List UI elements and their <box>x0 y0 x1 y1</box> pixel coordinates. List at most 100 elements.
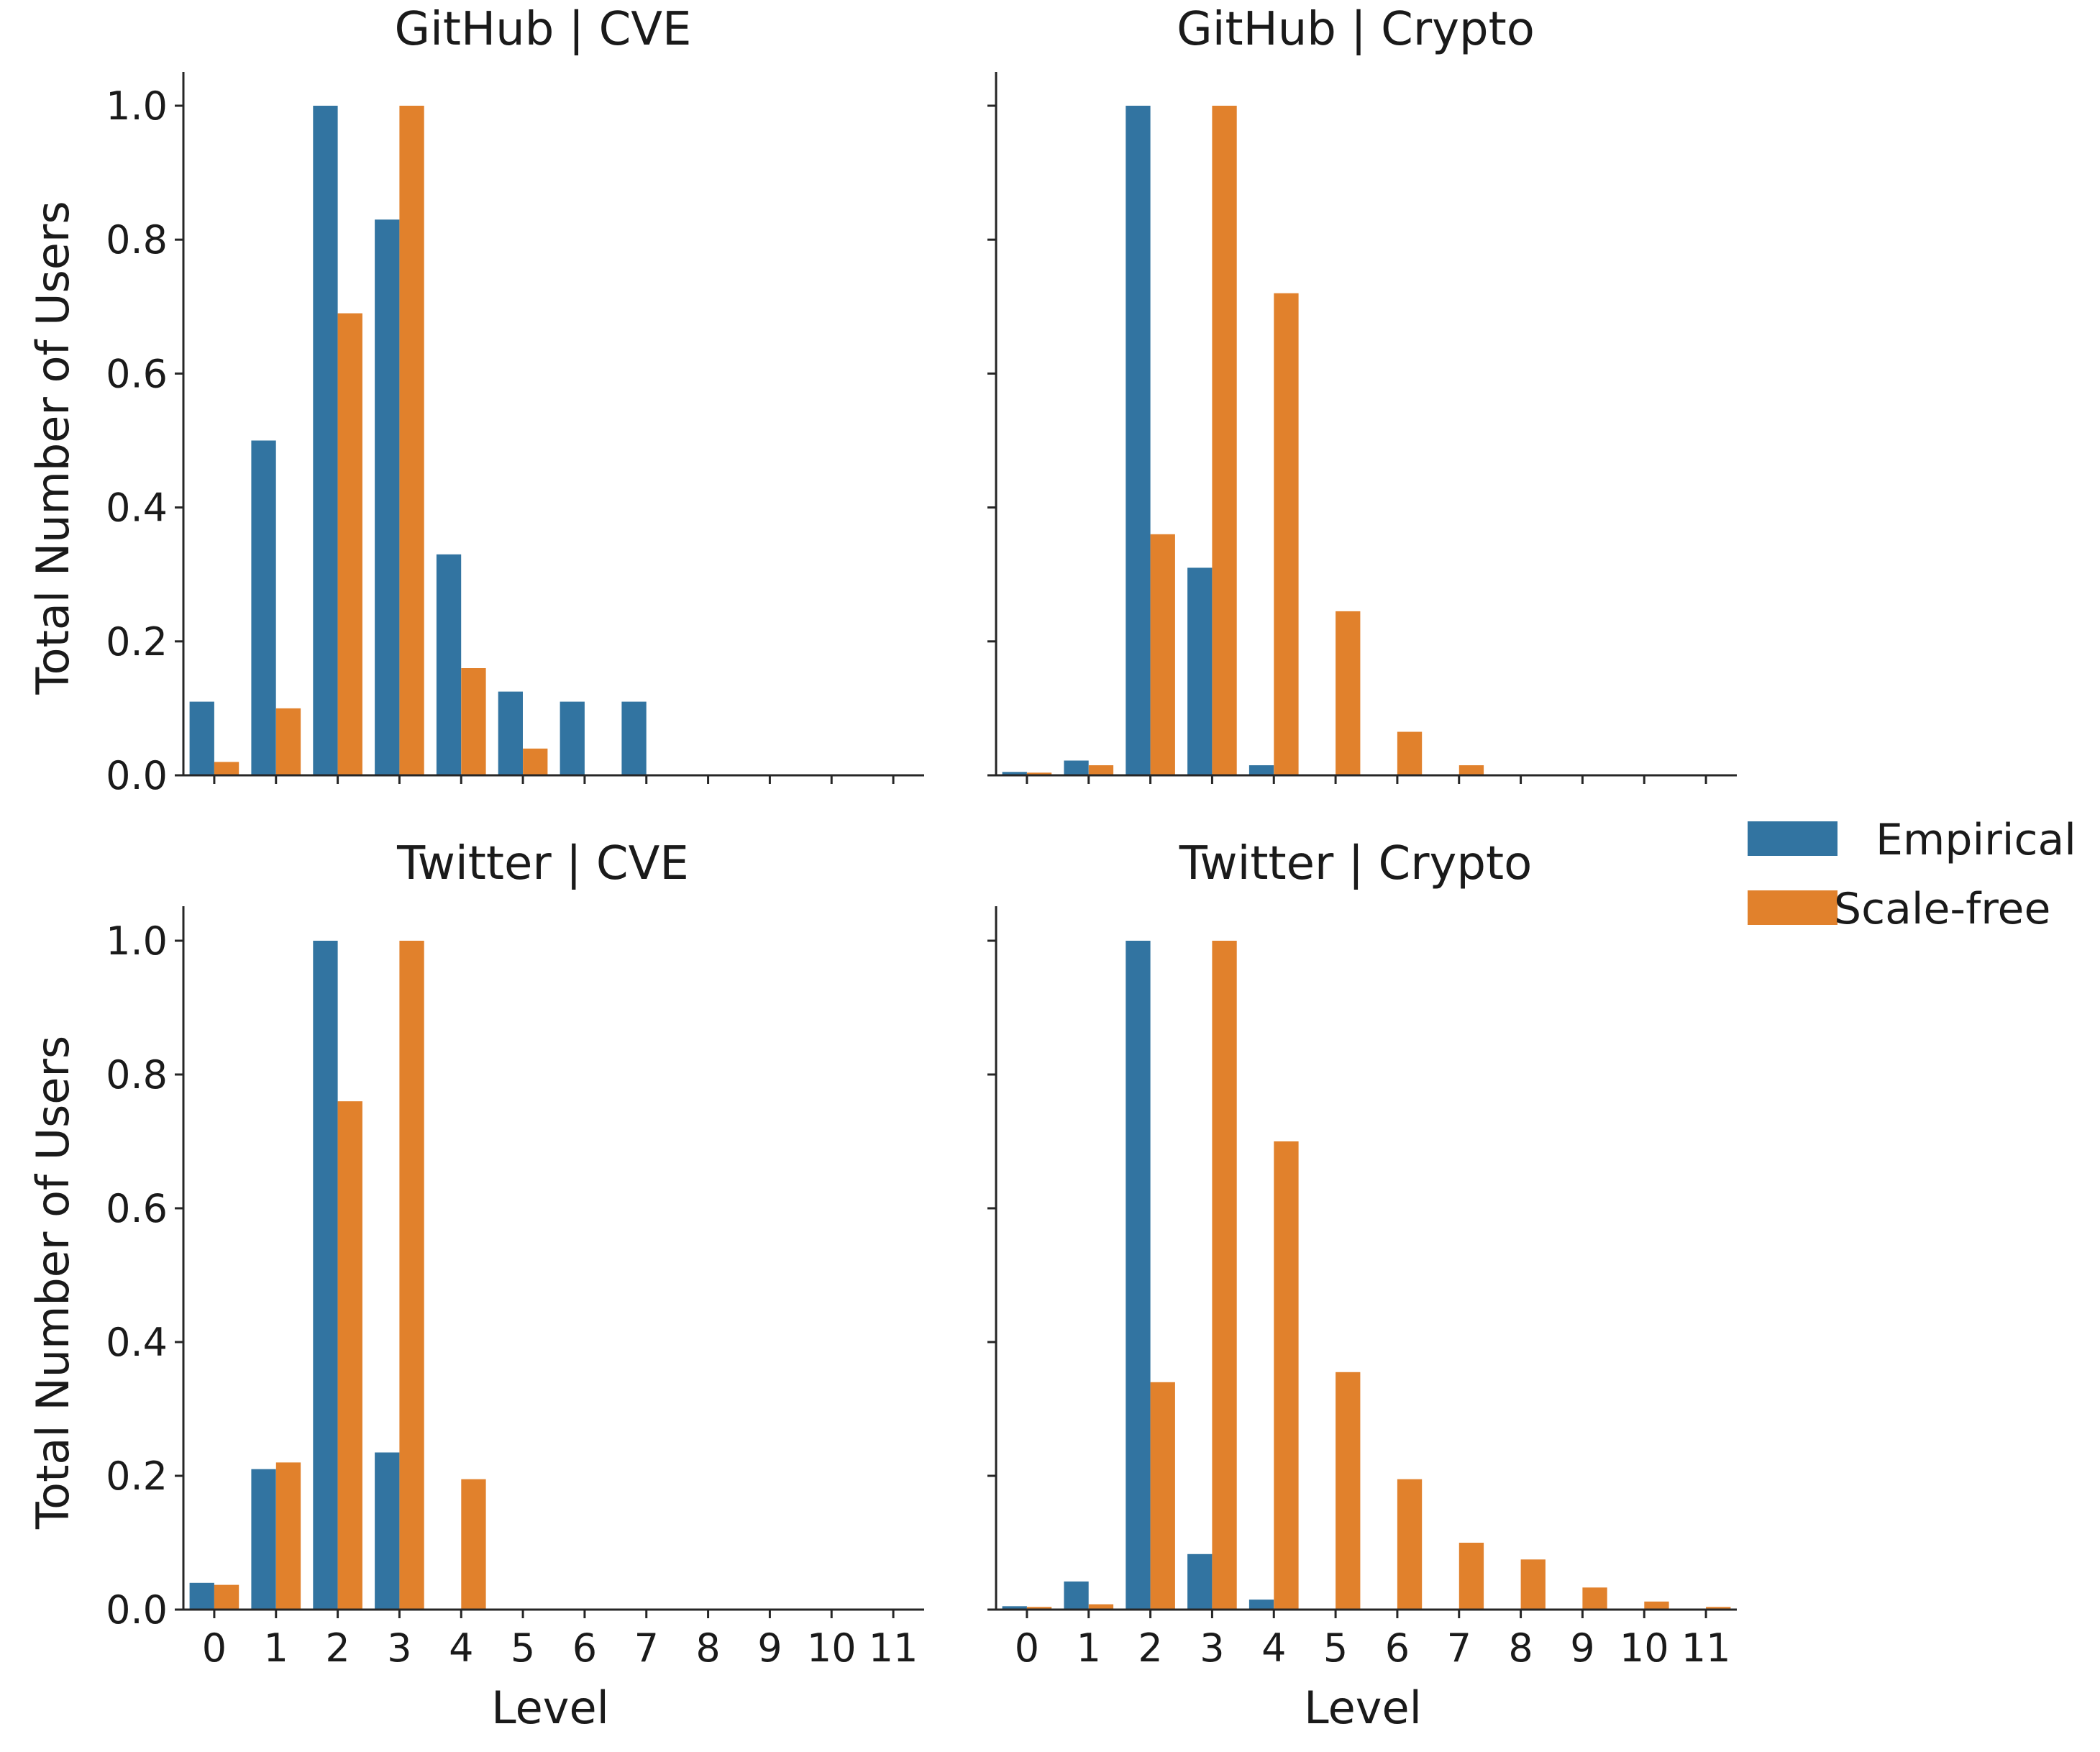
bar-empirical-level-0 <box>1002 772 1027 775</box>
bar-scale-free-level-0 <box>1026 1607 1052 1610</box>
legend-label-empirical: Empirical <box>1876 815 2076 865</box>
bar-empirical-level-3 <box>375 1452 400 1610</box>
legend-swatch-scale-free <box>1748 890 1838 925</box>
x-axis-label: Level <box>1304 1682 1422 1734</box>
panel-3: 0.0 0.2 0.4 0.6 0.8 1.0 0 1 2 3 4 5 6 7 8 9 10 11 Twitter … <box>27 837 924 1734</box>
bar-empirical-level-6 <box>560 701 585 775</box>
bar-scale-free-level-4 <box>461 1479 486 1610</box>
legend: Empirical Scale-free <box>1748 815 2076 934</box>
y-tick-label: 0.4 <box>106 1320 168 1365</box>
bar-scale-free-level-0 <box>214 762 239 775</box>
bar-empirical-level-0 <box>1002 1606 1027 1610</box>
x-tick-label: 1 <box>1077 1625 1101 1671</box>
x-tick-label: 3 <box>387 1625 411 1671</box>
y-tick-label: 0.4 <box>106 485 168 531</box>
bar-empirical-level-1 <box>1064 1581 1089 1610</box>
x-tick-label: 5 <box>511 1625 535 1671</box>
x-tick-label: 6 <box>1385 1625 1410 1671</box>
bar-empirical-level-4 <box>1248 1600 1274 1610</box>
x-tick-label: 2 <box>325 1625 350 1671</box>
bar-empirical-level-4 <box>436 554 462 775</box>
y-tick-label: 0.6 <box>106 351 168 396</box>
bar-scale-free-level-11 <box>1706 1607 1731 1610</box>
bar-scale-free-level-2 <box>1150 1382 1175 1610</box>
bar-empirical-level-2 <box>313 941 338 1610</box>
bar-empirical-level-0 <box>189 1582 214 1610</box>
bar-empirical-level-4 <box>1248 765 1274 775</box>
bar-scale-free-level-2 <box>337 1101 362 1610</box>
bar-scale-free-level-2 <box>337 313 362 776</box>
x-tick-label: 7 <box>634 1625 659 1671</box>
x-axis-label: Level <box>491 1682 609 1734</box>
bar-scale-free-level-6 <box>1397 1479 1423 1610</box>
panel-title: Twitter | CVE <box>396 837 689 890</box>
bar-scale-free-level-3 <box>399 106 424 775</box>
x-tick-label: 6 <box>572 1625 597 1671</box>
bar-scale-free-level-8 <box>1520 1559 1546 1610</box>
y-tick-label: 0.8 <box>106 217 168 263</box>
x-tick-label: 10 <box>807 1625 857 1671</box>
panel-4: 0 1 2 3 4 5 6 7 8 9 10 11 Twitter | Crypto Level <box>987 837 1737 1734</box>
panel-title: GitHub | CVE <box>395 3 692 56</box>
bar-empirical-level-1 <box>251 1469 276 1610</box>
x-tick-label: 0 <box>202 1625 227 1671</box>
bar-scale-free-level-3 <box>399 941 424 1610</box>
bar-empirical-level-0 <box>189 701 214 775</box>
bar-scale-free-level-6 <box>1397 731 1423 775</box>
bar-scale-free-level-7 <box>1458 1543 1484 1610</box>
y-tick-label: 0.2 <box>106 1454 168 1499</box>
bar-empirical-level-1 <box>251 440 276 775</box>
bar-scale-free-level-0 <box>214 1584 239 1610</box>
x-tick-label: 7 <box>1447 1625 1471 1671</box>
bar-scale-free-level-3 <box>1212 106 1237 775</box>
y-tick-label: 0.0 <box>106 753 168 798</box>
x-tick-label: 2 <box>1138 1625 1162 1671</box>
panel-1: 0.0 0.2 0.4 0.6 0.8 1.0 GitHub | CVE Total Numb… <box>27 3 924 798</box>
bar-scale-free-level-4 <box>461 668 486 775</box>
bar-scale-free-level-7 <box>1458 765 1484 775</box>
x-tick-label: 4 <box>449 1625 473 1671</box>
y-tick-label: 1.0 <box>106 83 168 129</box>
x-tick-label: 8 <box>695 1625 720 1671</box>
bar-scale-free-level-4 <box>1274 1141 1299 1610</box>
panel-2: GitHub | Crypto <box>987 3 1737 784</box>
x-tick-label: 9 <box>757 1625 782 1671</box>
bar-empirical-level-5 <box>498 691 523 775</box>
bar-scale-free-level-3 <box>1212 941 1237 1610</box>
y-tick-label: 0.8 <box>106 1052 168 1098</box>
y-tick-label: 0.6 <box>106 1186 168 1231</box>
y-axis-label: Total Number of Users <box>27 1036 79 1530</box>
bar-scale-free-level-2 <box>1150 534 1175 775</box>
panel-title: GitHub | Crypto <box>1177 3 1535 56</box>
x-tick-label: 8 <box>1508 1625 1533 1671</box>
x-tick-label: 11 <box>869 1625 918 1671</box>
bar-empirical-level-3 <box>375 219 400 775</box>
x-tick-label: 0 <box>1015 1625 1039 1671</box>
bar-empirical-level-2 <box>1126 941 1151 1610</box>
bar-scale-free-level-1 <box>275 1462 301 1610</box>
legend-swatch-empirical <box>1748 821 1838 856</box>
bar-scale-free-level-4 <box>1274 293 1299 775</box>
bar-scale-free-level-1 <box>1088 765 1114 775</box>
x-tick-label: 3 <box>1200 1625 1224 1671</box>
y-axis-label: Total Number of Users <box>27 201 79 695</box>
legend-label-scale-free: Scale-free <box>1834 884 2050 934</box>
bar-scale-free-level-1 <box>1088 1604 1114 1610</box>
x-tick-label: 5 <box>1323 1625 1348 1671</box>
bar-empirical-level-7 <box>621 701 647 775</box>
bar-empirical-level-2 <box>1126 106 1151 775</box>
bar-scale-free-level-0 <box>1026 772 1052 775</box>
x-tick-label: 9 <box>1570 1625 1594 1671</box>
y-tick-label: 1.0 <box>106 918 168 964</box>
y-tick-label: 0.0 <box>106 1587 168 1633</box>
chart-panels: 0.0 0.2 0.4 0.6 0.8 1.0 GitHub | CVE Total Numb… <box>27 3 1737 1734</box>
bar-empirical-level-3 <box>1187 567 1213 775</box>
x-tick-label: 4 <box>1261 1625 1286 1671</box>
bar-scale-free-level-1 <box>275 708 301 775</box>
x-tick-label: 10 <box>1620 1625 1669 1671</box>
bar-empirical-level-1 <box>1064 760 1089 775</box>
bar-scale-free-level-5 <box>1336 611 1361 775</box>
bar-scale-free-level-5 <box>1336 1372 1361 1610</box>
bar-scale-free-level-10 <box>1644 1601 1669 1610</box>
